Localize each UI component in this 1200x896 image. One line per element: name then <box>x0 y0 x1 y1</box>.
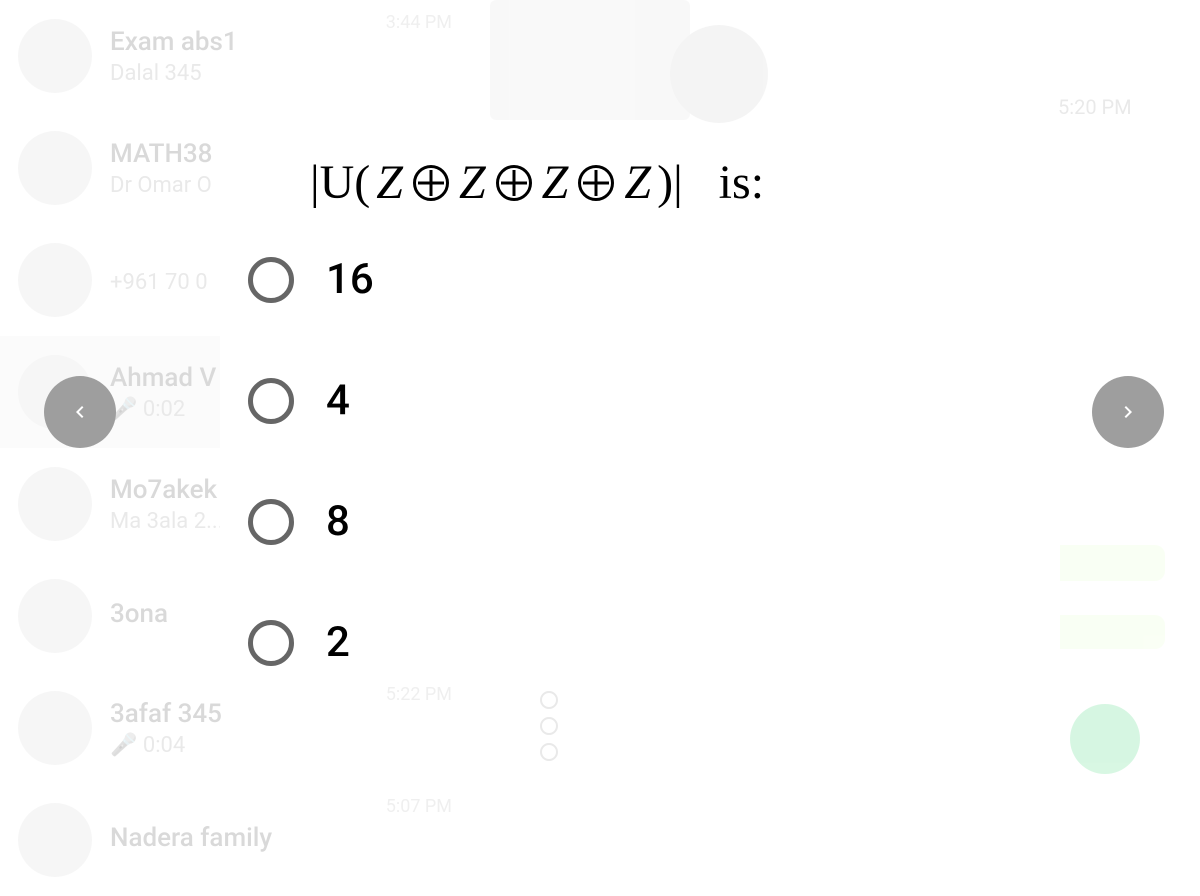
option-8[interactable]: 8 <box>248 497 374 546</box>
media-avatar <box>670 25 768 123</box>
chat-time: 5:22 PM <box>386 684 452 705</box>
avatar <box>18 467 92 541</box>
radio-icon <box>248 378 294 424</box>
option-label: 16 <box>326 255 374 304</box>
math-suffix: )| <box>657 155 683 210</box>
chevron-left-icon <box>68 400 92 424</box>
chat-time: 3:44 PM <box>386 12 452 33</box>
send-button <box>1070 704 1140 774</box>
option-label: 2 <box>326 618 350 667</box>
math-z: Z <box>624 155 651 210</box>
oplus-icon <box>578 165 614 201</box>
chat-info: 3afaf 345 🎤 0:04 <box>110 699 386 758</box>
chat-name: 3afaf 345 <box>110 699 386 729</box>
avatar <box>18 19 92 93</box>
radio-icon <box>248 499 294 545</box>
oplus-icon <box>413 165 449 201</box>
options-group: 16 4 8 2 <box>248 255 374 667</box>
math-z: Z <box>542 155 569 210</box>
next-button[interactable] <box>1092 376 1164 448</box>
prev-button[interactable] <box>44 376 116 448</box>
media-timestamp: 5:20 PM <box>1058 95 1132 119</box>
option-16[interactable]: 16 <box>248 255 374 304</box>
chevron-right-icon <box>1116 400 1140 424</box>
chat-info: Nadera family <box>110 823 386 857</box>
avatar <box>18 691 92 765</box>
radio-icon <box>248 620 294 666</box>
media-thumb <box>490 0 690 120</box>
avatar <box>18 131 92 205</box>
chat-info: Exam abs1 Dalal 345 <box>110 27 386 86</box>
avatar <box>18 579 92 653</box>
math-z: Z <box>376 155 403 210</box>
chat-subtitle: Dalal 345 <box>110 61 386 86</box>
math-prefix: |U( <box>310 155 370 210</box>
radio-icon <box>248 257 294 303</box>
oplus-icon <box>496 165 532 201</box>
chat-name: Nadera family <box>110 823 386 853</box>
chat-name: Exam abs1 <box>110 27 386 57</box>
option-label: 8 <box>326 497 350 546</box>
question-trailing: is: <box>719 155 764 210</box>
avatar <box>18 243 92 317</box>
math-z: Z <box>459 155 486 210</box>
question-card: |U( Z Z Z Z )| is: 16 4 8 2 <box>220 125 1060 685</box>
avatar <box>18 803 92 877</box>
chat-subtitle: 🎤 0:04 <box>110 733 386 758</box>
chat-item: Nadera family5:07 PM <box>0 784 470 896</box>
option-4[interactable]: 4 <box>248 376 374 425</box>
option-2[interactable]: 2 <box>248 618 374 667</box>
chat-time: 5:07 PM <box>386 796 452 817</box>
option-label: 4 <box>326 376 350 425</box>
chat-item: Exam abs1 Dalal 345 3:44 PM <box>0 0 470 112</box>
question-text: |U( Z Z Z Z )| is: <box>310 155 764 210</box>
chat-item: 3afaf 345 🎤 0:04 5:22 PM <box>0 672 470 784</box>
